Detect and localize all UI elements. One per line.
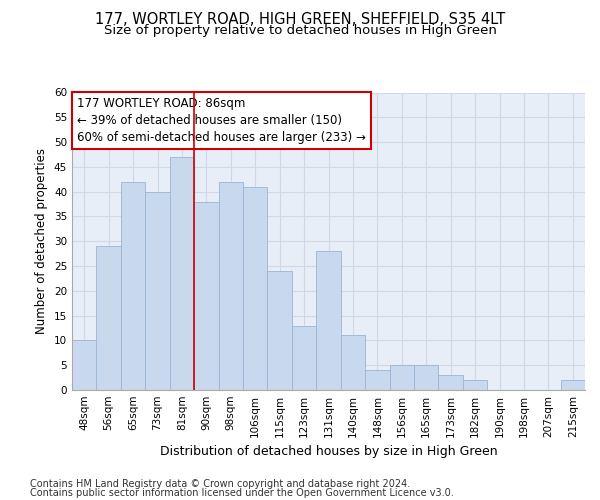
Bar xyxy=(268,271,292,390)
Text: Contains public sector information licensed under the Open Government Licence v3: Contains public sector information licen… xyxy=(30,488,454,498)
Y-axis label: Number of detached properties: Number of detached properties xyxy=(35,148,49,334)
Text: Size of property relative to detached houses in High Green: Size of property relative to detached ho… xyxy=(104,24,496,37)
Bar xyxy=(97,246,121,390)
Bar xyxy=(243,186,268,390)
Bar xyxy=(170,157,194,390)
Bar xyxy=(365,370,389,390)
Bar xyxy=(145,192,170,390)
Bar xyxy=(292,326,316,390)
Bar xyxy=(560,380,585,390)
Bar xyxy=(218,182,243,390)
Bar xyxy=(194,202,218,390)
Bar xyxy=(463,380,487,390)
X-axis label: Distribution of detached houses by size in High Green: Distribution of detached houses by size … xyxy=(160,446,497,458)
Text: Contains HM Land Registry data © Crown copyright and database right 2024.: Contains HM Land Registry data © Crown c… xyxy=(30,479,410,489)
Text: 177, WORTLEY ROAD, HIGH GREEN, SHEFFIELD, S35 4LT: 177, WORTLEY ROAD, HIGH GREEN, SHEFFIELD… xyxy=(95,12,505,28)
Bar xyxy=(316,251,341,390)
Text: 177 WORTLEY ROAD: 86sqm
← 39% of detached houses are smaller (150)
60% of semi-d: 177 WORTLEY ROAD: 86sqm ← 39% of detache… xyxy=(77,97,366,144)
Bar xyxy=(72,340,97,390)
Bar xyxy=(414,365,439,390)
Bar xyxy=(389,365,414,390)
Bar xyxy=(439,375,463,390)
Bar xyxy=(341,336,365,390)
Bar xyxy=(121,182,145,390)
